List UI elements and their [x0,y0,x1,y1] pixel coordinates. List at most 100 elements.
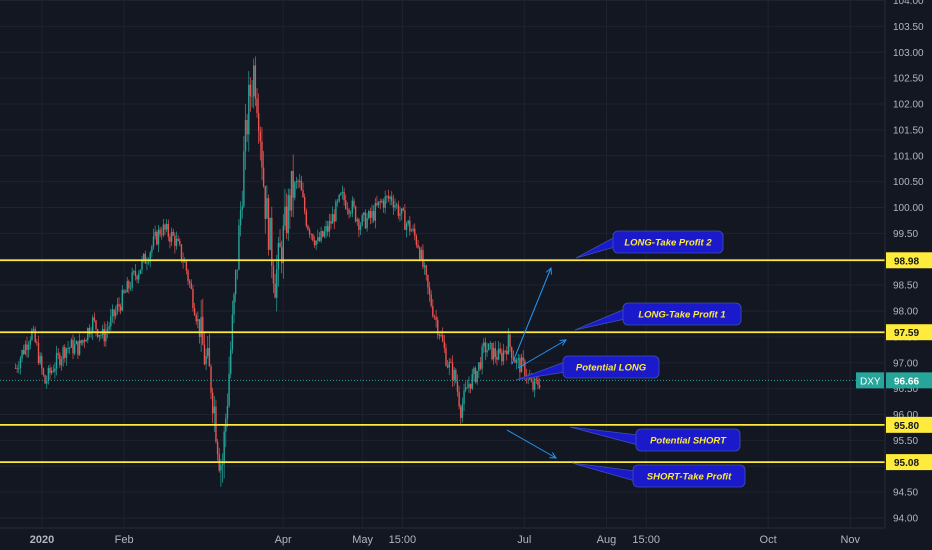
candle-down [297,181,299,183]
price-tick-label: 98.50 [893,281,918,292]
candle-down [499,348,501,353]
candle-up [473,368,475,374]
candle-down [354,206,357,222]
candle-up [115,310,117,317]
candle-down [443,341,446,349]
candle-up [228,373,230,406]
candle-down [16,368,18,369]
candle-down [466,387,469,389]
callout-box[interactable]: LONG-Take Profit 2 [575,230,724,259]
candle-up [147,261,150,263]
callout-box[interactable]: Potential SHORT [569,426,741,452]
candle-down [491,343,493,360]
candle-down [524,360,526,376]
callout-box[interactable]: SHORT-Take Profit [571,462,746,488]
candle-down [537,379,539,386]
candle-up [121,290,123,311]
candle-down [49,367,51,374]
candle-up [492,348,495,360]
candle-down [41,355,43,369]
candle-down [26,344,28,350]
candle-up [299,180,301,182]
candle-up [287,195,289,234]
candle-down [422,250,424,267]
level-price-text: 97.59 [894,328,919,339]
candle-up [266,198,268,219]
candle-up [317,237,319,241]
candle-up [407,220,409,224]
candle-down [188,280,191,284]
time-tick-label: Oct [760,534,777,546]
candle-up [328,221,331,232]
candle-up [129,287,132,289]
candle-up [517,358,519,360]
candle-down [254,65,257,99]
candle-up [320,231,322,241]
candle-down [514,359,516,363]
candle-up [175,238,178,246]
candle-up [476,371,478,383]
callout-box[interactable]: Potential LONG [515,355,660,381]
candle-down [37,342,40,364]
candle-down [216,441,219,455]
candle-up [29,339,31,345]
candle-down [330,221,332,224]
price-axis-labels: 98.98 97.59 95.80 95.08 DXY 96.66 [856,252,932,471]
candle-down [432,305,434,317]
candle-down [446,365,449,368]
candle-up [483,342,485,347]
candle-up [47,367,50,382]
candle-down [185,261,188,271]
candle-up [18,368,20,369]
callout-annotations[interactable]: LONG-Take Profit 2 LONG-Take Profit 1 Pote… [515,230,746,488]
candle-down [437,319,439,335]
candle-down [307,225,309,230]
candle-down [496,356,498,360]
candle-up [423,265,426,267]
candle-up [381,200,383,203]
candle-down [136,276,138,280]
candle-down [504,350,506,352]
candle-up [124,292,127,293]
candle-up [126,281,128,293]
candle-down [198,319,201,337]
candle-down [509,334,511,347]
candle-up [412,228,414,231]
candle-up [55,353,58,369]
candle-up [220,465,222,471]
candle-up [243,151,245,207]
candle-down [308,229,311,235]
candle-up [386,196,388,197]
price-tick-label: 94.00 [893,514,918,525]
candle-down [195,315,197,322]
candle-down [36,342,38,343]
candle-down [441,334,444,342]
candle-up [502,350,505,362]
candle-up [251,95,253,97]
candle-down [208,347,211,367]
candle-down [302,190,304,198]
candle-down [211,392,214,414]
candle-down [257,112,260,132]
candle-up [487,343,490,351]
candle-down [274,283,276,298]
candle-down [427,274,429,288]
candle-up [464,387,467,391]
candle-up [486,350,488,353]
candle-up [138,273,140,280]
candle-down [469,383,472,389]
time-axis[interactable]: 2020 Feb Apr May 15:00 Jul Aug 15:00 Oct Nov [30,534,861,546]
horizontal-levels[interactable] [0,259,885,464]
candle-up [405,223,408,230]
last-price-text: 96.66 [894,376,919,387]
candle-down [289,195,291,211]
candle-up [533,378,536,390]
candle-down [285,206,288,234]
callout-box[interactable]: LONG-Take Profit 1 [574,302,742,331]
candle-up [389,196,391,199]
candle-down [259,131,262,142]
candle-up [19,358,22,369]
candle-up [70,340,73,348]
